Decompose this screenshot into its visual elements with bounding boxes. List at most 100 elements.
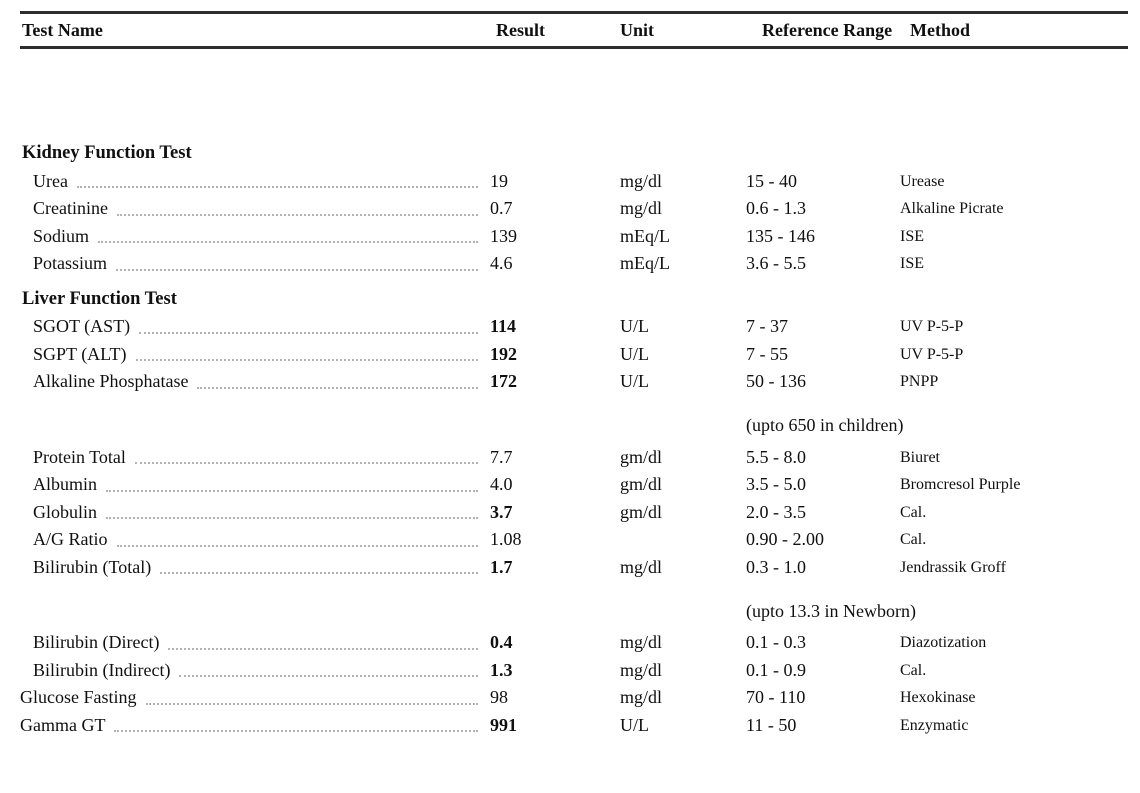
reference-range-value: 135 - 146 (746, 225, 815, 246)
result-value: 172 (490, 371, 517, 391)
reference-note-row: (upto 650 in children) (20, 412, 1128, 440)
reference-range-value: 70 - 110 (746, 687, 806, 707)
test-row: Bilirubin (Total) 1.7 mg/dl 0.3 - 1.0 Jendra… (20, 554, 1128, 582)
test-row: Glucose Fasting 98 mg/dl 70 - 110 Hexokinase (20, 684, 1128, 712)
test-row: SGPT (ALT) 192 U/L 7 - 55 UV P-5-P (20, 341, 1128, 369)
unit-value: U/L (620, 371, 649, 391)
test-name: Globulin (33, 501, 98, 522)
test-name-cell: Creatinine (20, 195, 490, 223)
header-rule-bottom (20, 46, 1128, 49)
method-value: UV P-5-P (900, 318, 964, 335)
reference-note-row: (upto 13.3 in Newborn) (20, 598, 1128, 626)
method-value: Alkaline Picrate (900, 200, 1004, 217)
test-name-cell: Potassium (20, 250, 490, 278)
result-value: 991 (490, 714, 517, 735)
unit-value: gm/dl (620, 446, 663, 467)
reference-range-value: 0.90 - 2.00 (746, 529, 824, 549)
test-name-cell: Globulin (20, 499, 490, 527)
unit-value: mg/dl (620, 632, 663, 652)
method-value: UV P-5-P (900, 345, 964, 363)
test-name: Sodium (33, 225, 90, 246)
test-name: Potassium (33, 253, 108, 273)
dotted-leader (106, 517, 478, 519)
test-name: Urea (33, 170, 68, 191)
test-row: Gamma GT 991 U/L 11 - 50 Enzymatic (20, 712, 1128, 740)
test-name-cell: Bilirubin (Total) (20, 554, 490, 582)
test-name: Glucose Fasting (20, 687, 137, 707)
dotted-leader (135, 359, 478, 361)
reference-range-value: 2.0 - 3.5 (746, 501, 806, 522)
reference-range-value: 3.5 - 5.0 (746, 474, 806, 494)
section-header-row: Liver Function Test (20, 286, 1128, 314)
unit-value: gm/dl (620, 501, 663, 522)
result-value: 4.6 (490, 253, 513, 273)
unit-value: U/L (620, 343, 649, 364)
dotted-leader (134, 462, 478, 464)
test-name: Protein Total (33, 446, 126, 467)
reference-range-value: 50 - 136 (746, 371, 806, 391)
test-name-cell: Bilirubin (Direct) (20, 629, 490, 657)
test-name: Bilirubin (Total) (33, 556, 152, 577)
dotted-leader (197, 386, 478, 389)
unit-value: mg/dl (620, 170, 663, 191)
reference-note: (upto 13.3 in Newborn) (746, 600, 916, 621)
reference-range-value: 0.1 - 0.9 (746, 659, 806, 680)
dotted-leader (114, 730, 478, 732)
reference-note: (upto 650 in children) (746, 415, 904, 435)
reference-range-value: 3.6 - 5.5 (746, 253, 806, 273)
method-value: Urease (900, 172, 945, 190)
result-value: 7.7 (490, 446, 513, 467)
reference-range-value: 0.3 - 1.0 (746, 556, 806, 577)
result-value: 1.3 (490, 659, 513, 680)
test-name: Gamma GT (20, 714, 106, 735)
result-value: 114 (490, 316, 517, 336)
test-row: Protein Total 7.7 gm/dl 5.5 - 8.0 Biuret (20, 444, 1128, 472)
method-value: Enzymatic (900, 716, 969, 734)
unit-value (620, 526, 746, 554)
reference-range-value: 7 - 37 (746, 316, 788, 336)
report-table: Test Name Result Unit Reference Range Me… (20, 0, 1128, 739)
reference-range-value: 0.6 - 1.3 (746, 198, 806, 218)
method-value: Jendrassik Groff (900, 558, 1006, 576)
test-row: Bilirubin (Indirect) 1.3 mg/dl 0.1 - 0.9 Cal… (20, 657, 1128, 685)
result-value: 0.4 (490, 632, 513, 652)
dotted-leader (116, 268, 478, 271)
test-name-cell: SGOT (AST) (20, 313, 490, 341)
reference-range-value: 5.5 - 8.0 (746, 446, 806, 467)
column-header-result: Result (496, 20, 545, 40)
section-title: Liver Function Test (22, 288, 177, 309)
test-name-cell: Alkaline Phosphatase (20, 368, 490, 396)
method-value: Bromcresol Purple (900, 476, 1021, 493)
test-row: Urea 19 mg/dl 15 - 40 Urease (20, 168, 1128, 196)
result-value: 0.7 (490, 198, 513, 218)
test-name-cell: A/G Ratio (20, 526, 490, 554)
test-name: Creatinine (33, 198, 108, 218)
test-row: SGOT (AST) 114 U/L 7 - 37 UV P-5-P (20, 313, 1128, 341)
section-header-row: Kidney Function Test (20, 140, 1128, 168)
result-value: 4.0 (490, 474, 513, 494)
test-row: Globulin 3.7 gm/dl 2.0 - 3.5 Cal. (20, 499, 1128, 527)
test-name: SGOT (AST) (33, 316, 131, 336)
method-value: Cal. (900, 531, 927, 548)
method-value: ISE (900, 255, 924, 272)
method-value: Biuret (900, 448, 940, 466)
test-name: A/G Ratio (33, 529, 108, 549)
test-name: Bilirubin (Direct) (33, 632, 160, 652)
test-name: Albumin (33, 474, 98, 494)
unit-value: mg/dl (620, 198, 663, 218)
method-value: Cal. (900, 661, 927, 679)
dotted-leader (116, 213, 478, 216)
dotted-leader (179, 675, 478, 677)
result-value: 1.7 (490, 556, 513, 577)
test-name: Bilirubin (Indirect) (33, 659, 171, 680)
unit-value: mEq/L (620, 253, 670, 273)
dotted-leader (98, 241, 478, 243)
method-value: PNPP (900, 373, 939, 390)
result-value: 139 (490, 225, 517, 246)
unit-value: U/L (620, 714, 649, 735)
unit-value: gm/dl (620, 474, 663, 494)
method-value: Diazotization (900, 634, 987, 651)
test-name-cell: Urea (20, 168, 490, 196)
test-row: Potassium 4.6 mEq/L 3.6 - 5.5 ISE (20, 250, 1128, 278)
